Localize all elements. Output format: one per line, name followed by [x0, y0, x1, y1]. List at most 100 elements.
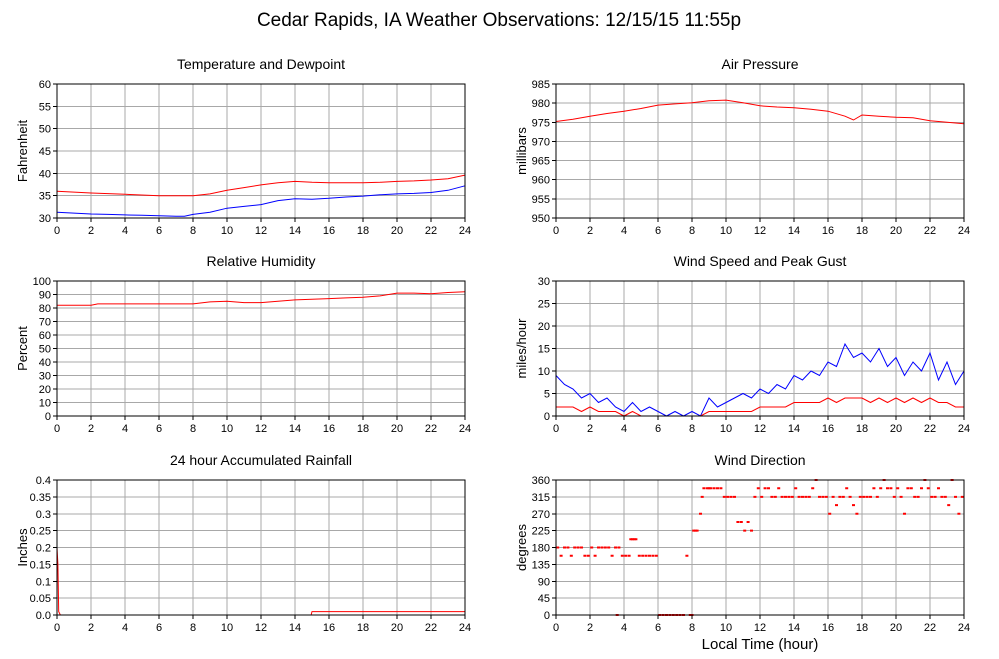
data-point	[692, 529, 696, 532]
data-point	[556, 546, 560, 549]
x-tick-label: 6	[156, 622, 162, 634]
data-point	[879, 487, 883, 490]
data-point	[903, 512, 906, 515]
data-point	[933, 495, 937, 498]
x-tick-label: 16	[822, 423, 834, 435]
y-tick-label: 0.4	[36, 475, 51, 487]
x-tick-label: 10	[720, 225, 732, 237]
data-point	[872, 487, 876, 490]
x-tick-label: 6	[156, 423, 162, 435]
data-point	[797, 495, 801, 498]
data-point	[855, 512, 859, 515]
data-point	[702, 487, 706, 490]
data-point	[743, 529, 747, 532]
data-point	[705, 487, 709, 490]
y-tick-label: 70	[39, 317, 51, 329]
data-point	[909, 487, 913, 490]
data-point	[787, 495, 791, 498]
x-tick-label: 18	[856, 622, 868, 634]
y-tick-label: 20	[39, 384, 51, 396]
y-tick-label: 0.05	[30, 593, 51, 605]
x-tick-label: 24	[459, 423, 471, 435]
y-tick-label: 15	[538, 344, 550, 356]
x-tick-label: 14	[289, 423, 301, 435]
data-point	[641, 554, 645, 557]
data-point	[614, 546, 617, 549]
x-tick-label: 22	[924, 225, 936, 237]
x-tick-label: 2	[587, 622, 593, 634]
y-axis-label: Fahrenheit	[15, 120, 30, 183]
x-tick-label: 6	[156, 225, 162, 237]
x-tick-label: 6	[655, 423, 661, 435]
y-tick-label: 30	[538, 276, 550, 288]
y-tick-label: 0.25	[30, 526, 51, 538]
y-tick-label: 5	[544, 389, 550, 401]
data-point	[739, 521, 743, 523]
chart-panel-humidity: 0 2 4 6 8 10 12 14 16 18 20 22 240102030405060708090…	[15, 253, 471, 435]
data-point	[824, 495, 828, 498]
data-point	[801, 495, 804, 498]
data-point	[685, 554, 689, 557]
data-point	[916, 495, 920, 498]
x-tick-label: 10	[720, 622, 732, 634]
data-point	[753, 495, 757, 498]
data-point	[858, 495, 862, 498]
y-tick-label: 100	[33, 276, 51, 288]
data-point	[716, 487, 719, 490]
y-tick-label: 40	[39, 357, 51, 369]
y-tick-label: 0.35	[30, 492, 51, 504]
y-tick-label: 0	[544, 411, 550, 423]
data-point	[637, 554, 641, 557]
x-tick-label: 18	[856, 423, 868, 435]
data-point	[634, 538, 638, 541]
data-point	[926, 487, 930, 490]
data-point	[695, 529, 699, 532]
data-point	[889, 487, 893, 490]
data-point	[896, 487, 900, 490]
data-point	[763, 487, 767, 490]
x-tick-label: 0	[54, 225, 60, 237]
x-tick-label: 20	[391, 225, 403, 237]
y-tick-label: 50	[39, 344, 51, 356]
data-point	[780, 495, 784, 498]
data-point	[875, 495, 879, 498]
data-point	[569, 554, 573, 557]
data-point	[644, 554, 648, 557]
y-tick-label: 270	[532, 509, 550, 521]
x-tick-label: 16	[323, 225, 335, 237]
x-tick-label: 12	[255, 622, 267, 634]
data-point	[940, 495, 944, 498]
data-point	[777, 487, 781, 490]
data-point	[892, 495, 896, 498]
data-point	[576, 546, 580, 549]
x-tick-label: 12	[754, 423, 766, 435]
data-point	[899, 495, 903, 498]
x-tick-label: 16	[323, 423, 335, 435]
x-tick-label: 20	[391, 622, 403, 634]
data-point	[580, 546, 583, 549]
y-tick-label: 30	[39, 213, 51, 225]
figure-title: Cedar Rapids, IA Weather Observations: 1…	[257, 10, 741, 31]
data-point	[624, 554, 628, 557]
y-axis-label: Percent	[15, 326, 30, 371]
data-point	[629, 538, 633, 541]
data-point	[603, 546, 607, 549]
data-point	[746, 521, 750, 523]
data-point	[617, 546, 621, 549]
data-point	[750, 529, 753, 532]
x-tick-label: 8	[689, 225, 695, 237]
x-tick-label: 0	[54, 423, 60, 435]
data-point	[831, 495, 835, 498]
series-line-1	[56, 185, 466, 217]
x-tick-label: 12	[754, 622, 766, 634]
y-tick-label: 10	[39, 398, 51, 410]
data-point	[937, 487, 940, 490]
x-tick-label: 24	[958, 423, 970, 435]
x-tick-label: 24	[958, 622, 970, 634]
x-tick-label: 8	[689, 622, 695, 634]
x-tick-label: 2	[88, 622, 94, 634]
data-point	[760, 495, 764, 498]
data-point	[600, 546, 604, 549]
chart-panel-pressure: 0 2 4 6 8 10 12 14 16 18 20 22 249509559609659709759…	[514, 56, 970, 237]
